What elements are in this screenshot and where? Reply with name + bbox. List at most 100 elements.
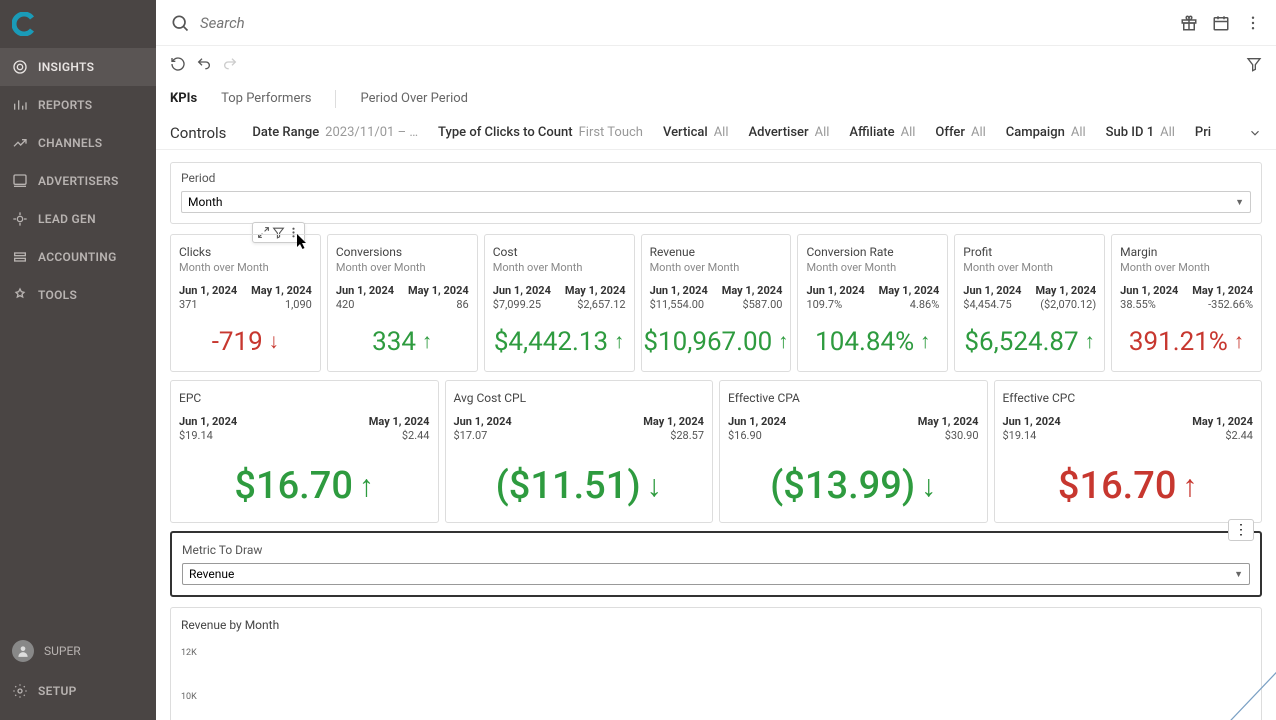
redo-icon[interactable]	[222, 56, 238, 72]
kpi-delta: 391.21% ↑	[1120, 327, 1253, 357]
kpi-date-current: Jun 1, 2024	[650, 284, 708, 297]
controls-label: Controls	[170, 124, 226, 142]
kpi-card-revenue[interactable]: RevenueMonth over MonthJun 1, 2024May 1,…	[641, 234, 792, 372]
sidebar-item-accounting[interactable]: ACCOUNTING	[0, 238, 156, 276]
tab-kpis[interactable]: KPIs	[170, 83, 197, 114]
avatar-icon	[12, 640, 34, 662]
user-label: SUPER	[44, 644, 81, 658]
kpi-date-current: Jun 1, 2024	[806, 284, 864, 297]
kpi-value-prev: 4.86%	[910, 298, 940, 311]
kpi-card-profit[interactable]: ProfitMonth over MonthJun 1, 2024May 1, …	[954, 234, 1105, 372]
dropdown-caret-icon: ▼	[1235, 197, 1244, 208]
control-name: Advertiser	[749, 125, 809, 140]
search-icon	[170, 13, 190, 33]
nav-label: CHANNELS	[38, 136, 102, 150]
kpi-subtitle: Month over Month	[650, 261, 783, 274]
kpi-card-conversions[interactable]: Conversions Month over Month Jun 1, 2024 Ma…	[327, 234, 478, 372]
kpi-title: Effective CPC	[1003, 391, 1254, 405]
control-value: All	[971, 125, 986, 140]
nav-label: TOOLS	[38, 288, 77, 302]
tab-period-over-period[interactable]: Period Over Period	[360, 83, 468, 114]
sidebar-item-channels[interactable]: CHANNELS	[0, 124, 156, 162]
kpi-value-prev: 1,090	[285, 298, 312, 311]
control-date-range[interactable]: Date Range2023/11/01 – …	[252, 125, 418, 140]
kpi-card-effective-cpc[interactable]: Effective CPCJun 1, 2024May 1, 2024$19.1…	[994, 380, 1263, 523]
kpi-value-prev: $30.90	[945, 429, 979, 442]
control-type-of-clicks-to-count[interactable]: Type of Clicks to CountFirst Touch	[438, 125, 643, 140]
control-value: All	[714, 125, 729, 140]
kpi-value-current: $19.14	[179, 429, 213, 442]
chart-area: 12K 10K 8K	[181, 642, 1251, 720]
nav-icon	[12, 97, 28, 113]
control-affiliate[interactable]: AffiliateAll	[849, 125, 915, 140]
kpi-subtitle: Month over Month	[336, 261, 469, 274]
kpi-card-conversion-rate[interactable]: Conversion RateMonth over MonthJun 1, 20…	[797, 234, 948, 372]
kpi-row-1: ClicksMonth over MonthJun 1, 2024May 1, …	[170, 234, 1262, 372]
kpi-card-avg-cost-cpl[interactable]: Avg Cost CPLJun 1, 2024May 1, 2024$17.07…	[445, 380, 714, 523]
kpi-date-prev: May 1, 2024	[369, 415, 430, 428]
metric-select[interactable]: Revenue ▼	[182, 563, 1250, 585]
control-name: Pri	[1195, 125, 1211, 140]
kpi-card-cost[interactable]: CostMonth over MonthJun 1, 2024May 1, 20…	[484, 234, 635, 372]
sidebar-item-reports[interactable]: REPORTS	[0, 86, 156, 124]
kpi-delta: $16.70 ↑	[1003, 464, 1254, 508]
kpi-delta: -719 ↓	[179, 327, 312, 357]
control-campaign[interactable]: CampaignAll	[1006, 125, 1086, 140]
kpi-delta: $10,967.00 ↑	[650, 327, 783, 357]
kpi-value-current: 420	[336, 298, 355, 311]
control-advertiser[interactable]: Advertiser All	[749, 125, 830, 140]
kpi-card-clicks[interactable]: ClicksMonth over MonthJun 1, 2024May 1, …	[170, 234, 321, 372]
control-name: Sub ID 1	[1106, 125, 1154, 140]
kpi-card-epc[interactable]: EPCJun 1, 2024May 1, 2024$19.14$2.44$16.…	[170, 380, 439, 523]
calendar-icon[interactable]	[1212, 14, 1230, 32]
undo-icon[interactable]	[196, 56, 212, 72]
kpi-title: Conversions	[336, 245, 469, 259]
nav-icon	[12, 173, 28, 189]
sidebar-item-insights[interactable]: INSIGHTS	[0, 48, 156, 86]
chevron-down-icon[interactable]	[1248, 126, 1262, 140]
nav-label: REPORTS	[38, 98, 92, 112]
control-name: Date Range	[252, 125, 319, 140]
kpi-value-current: $11,554.00	[650, 298, 705, 311]
kpi-card-effective-cpa[interactable]: Effective CPAJun 1, 2024May 1, 2024$16.9…	[719, 380, 988, 523]
topbar	[156, 0, 1276, 46]
gift-icon[interactable]	[1180, 14, 1198, 32]
metric-value: Revenue	[189, 567, 234, 581]
filter-icon[interactable]	[1246, 56, 1262, 72]
sidebar-item-advertisers[interactable]: ADVERTISERS	[0, 162, 156, 200]
kpi-date-current: Jun 1, 2024	[1120, 284, 1178, 297]
control-value: All	[815, 125, 830, 140]
kpi-date-current: Jun 1, 2024	[728, 415, 786, 428]
control-vertical[interactable]: VerticalAll	[663, 125, 729, 140]
kpi-date-prev: May 1, 2024	[408, 284, 469, 297]
control-sub-id-1[interactable]: Sub ID 1All	[1106, 125, 1175, 140]
control-pri[interactable]: Pri	[1195, 125, 1217, 140]
metric-more-icon[interactable]: ⋮	[1228, 519, 1254, 541]
sidebar-item-tools[interactable]: TOOLS	[0, 276, 156, 314]
kpi-date-prev: May 1, 2024	[643, 415, 704, 428]
kpi-title: Avg Cost CPL	[454, 391, 705, 405]
nav-icon	[12, 59, 28, 75]
tabs: KPIs Top Performers Period Over Period	[156, 82, 1276, 116]
tab-top-performers[interactable]: Top Performers	[221, 83, 311, 114]
arrow-up-icon: ↑	[1234, 330, 1244, 354]
kpi-value-prev: $2.44	[402, 429, 430, 442]
kpi-delta: $6,524.87 ↑	[963, 327, 1096, 357]
user-badge[interactable]: SUPER	[0, 630, 156, 672]
kpi-delta: ($13.99) ↓	[728, 464, 979, 508]
kpi-delta: 104.84% ↑	[806, 327, 939, 357]
kpi-date-current: Jun 1, 2024	[336, 284, 394, 297]
metric-label: Metric To Draw	[182, 543, 1250, 557]
sidebar-item-lead-gen[interactable]: LEAD GEN	[0, 200, 156, 238]
period-select[interactable]: Month ▼	[181, 191, 1251, 213]
more-vertical-icon[interactable]	[1244, 14, 1262, 32]
control-offer[interactable]: OfferAll	[935, 125, 985, 140]
kpi-card-margin[interactable]: MarginMonth over MonthJun 1, 2024May 1, …	[1111, 234, 1262, 372]
kpi-date-prev: May 1, 2024	[565, 284, 626, 297]
setup-link[interactable]: SETUP	[0, 672, 156, 710]
arrow-down-icon: ↓	[921, 469, 936, 504]
refresh-icon[interactable]	[170, 56, 186, 72]
kpi-date-current: Jun 1, 2024	[454, 415, 512, 428]
kpi-value-current: 371	[179, 298, 198, 311]
search-input[interactable]	[200, 14, 1180, 32]
